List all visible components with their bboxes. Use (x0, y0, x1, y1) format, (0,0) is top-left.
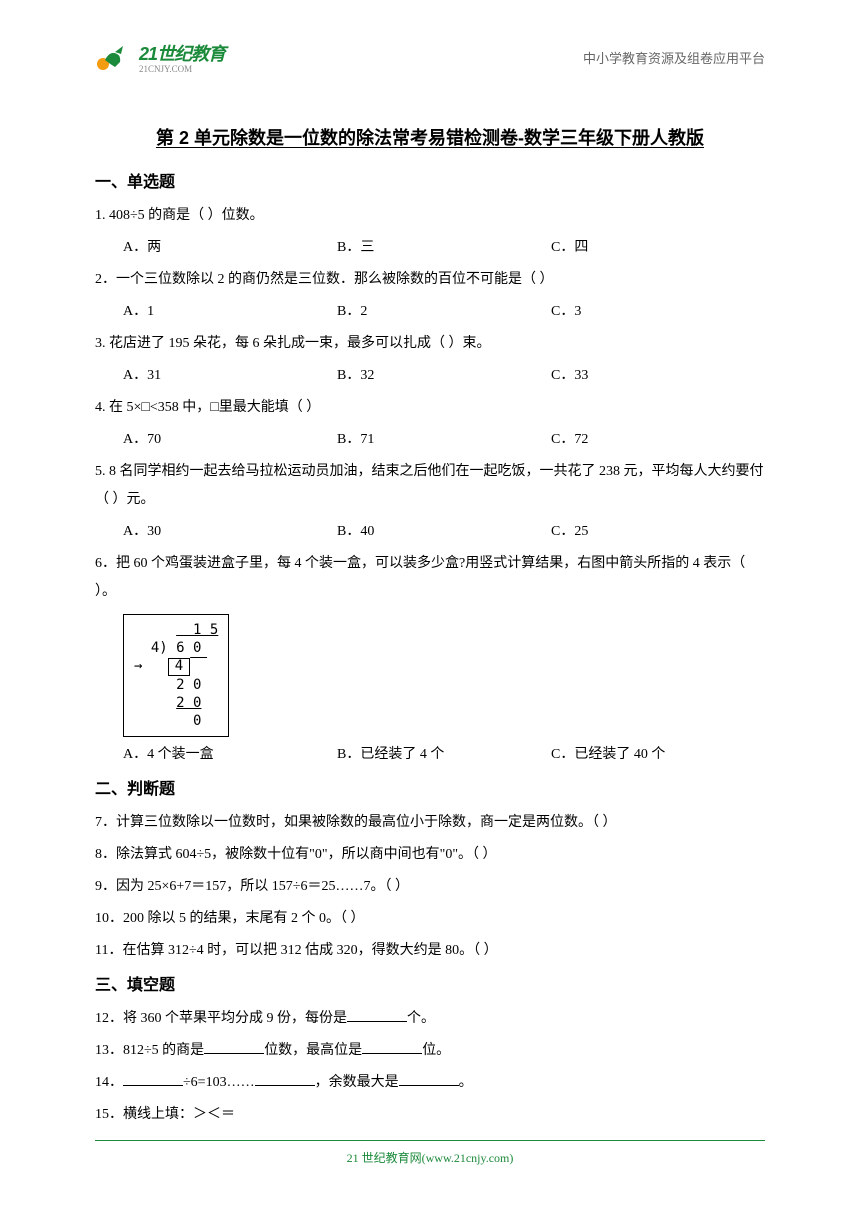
ld-step1-row: → 4 (134, 657, 218, 675)
question-1: 1. 408÷5 的商是（ ）位数。 (95, 202, 765, 230)
ld-dividend-row: 4) 6 0 (134, 639, 218, 657)
question-5-options: A．30 B．40 C．25 (95, 518, 765, 546)
blank-field (399, 1072, 459, 1086)
q1-option-b: B．三 (337, 234, 551, 262)
ld-boxed-4: 4 (168, 658, 190, 675)
logo-text-wrap: 21世纪教育 21CNJY.COM (139, 40, 225, 74)
ld-step4-row: 0 (134, 712, 218, 730)
question-6-options: A．4 个装一盒 B．已经装了 4 个 C．已经装了 40 个 (95, 741, 765, 769)
section-2-title: 二、判断题 (95, 775, 765, 799)
question-3-options: A．31 B．32 C．33 (95, 362, 765, 390)
arrow-icon: → (134, 657, 142, 675)
blank-field (347, 1008, 407, 1022)
q14-text-a: 14． (95, 1075, 123, 1090)
question-12: 12．将 360 个苹果平均分成 9 份，每份是 个。 (95, 1005, 765, 1033)
q6-option-a: A．4 个装一盒 (123, 741, 337, 769)
q13-text-b: 位数，最高位是 (264, 1043, 362, 1058)
q3-option-b: B．32 (337, 362, 551, 390)
question-13: 13．812÷5 的商是 位数，最高位是 位。 (95, 1037, 765, 1065)
ld-dividend: 6 0 (176, 640, 201, 656)
ld-divisor: 4) (151, 640, 168, 656)
question-11: 11．在估算 312÷4 时，可以把 312 估成 320，得数大约是 80。（… (95, 937, 765, 965)
q4-option-a: A．70 (123, 426, 337, 454)
logo-icon (95, 42, 133, 72)
blank-field (362, 1040, 422, 1054)
blank-field (204, 1040, 264, 1054)
page-title: 第 2 单元除数是一位数的除法常考易错检测卷-数学三年级下册人教版 (95, 124, 765, 150)
ld-quotient-val: 1 5 (176, 622, 218, 638)
question-6: 6．把 60 个鸡蛋装进盒子里，每 4 个装一盒，可以装多少盒?用竖式计算结果，… (95, 550, 765, 606)
q6-option-b: B．已经装了 4 个 (337, 741, 551, 769)
q6-option-c: C．已经装了 40 个 (551, 741, 765, 769)
ld-quotient: 1 5 (134, 621, 218, 639)
question-1-options: A．两 B．三 C．四 (95, 234, 765, 262)
q2-option-c: C．3 (551, 298, 765, 326)
q1-option-c: C．四 (551, 234, 765, 262)
question-4: 4. 在 5×□<358 中，□里最大能填（ ） (95, 394, 765, 422)
q14-text-d: 。 (459, 1075, 473, 1090)
q3-option-c: C．33 (551, 362, 765, 390)
q4-option-b: B．71 (337, 426, 551, 454)
ld-step3-row: 2 0 (134, 694, 218, 712)
question-3: 3. 花店进了 195 朵花，每 6 朵扎成一束，最多可以扎成（ ）束。 (95, 330, 765, 358)
header-right-text: 中小学教育资源及组卷应用平台 (583, 48, 765, 67)
logo-main-text: 21世纪教育 (139, 44, 225, 64)
q14-text-c: ，余数最大是 (315, 1075, 399, 1090)
page-header: 21世纪教育 21CNJY.COM 中小学教育资源及组卷应用平台 (0, 0, 860, 94)
section-1-title: 一、单选题 (95, 168, 765, 192)
logo-sub-text: 21CNJY.COM (139, 64, 225, 74)
q13-text-a: 13．812÷5 的商是 (95, 1043, 204, 1058)
content: 第 2 单元除数是一位数的除法常考易错检测卷-数学三年级下册人教版 一、单选题 … (0, 124, 860, 1129)
ld-step3: 2 0 (176, 695, 201, 711)
q14-text-b: ÷6=103…… (183, 1075, 255, 1090)
q5-option-b: B．40 (337, 518, 551, 546)
question-14: 14． ÷6=103…… ，余数最大是 。 (95, 1069, 765, 1097)
question-10: 10．200 除以 5 的结果，末尾有 2 个 0。（ ） (95, 905, 765, 933)
question-15: 15．横线上填：＞＜＝ (95, 1101, 765, 1129)
ld-step2: 2 0 (176, 677, 201, 693)
page-footer: 21 世纪教育网(www.21cnjy.com) (0, 1140, 860, 1166)
question-2: 2．一个三位数除以 2 的商仍然是三位数．那么被除数的百位不可能是（ ） (95, 266, 765, 294)
blank-field (255, 1072, 315, 1086)
section-3-title: 三、填空题 (95, 971, 765, 995)
q5-option-c: C．25 (551, 518, 765, 546)
q2-option-a: A．1 (123, 298, 337, 326)
ld-step4: 0 (193, 713, 201, 729)
footer-divider (95, 1140, 765, 1141)
q13-text-c: 位。 (422, 1043, 450, 1058)
long-division-figure: 1 5 4) 6 0 → 4 2 0 2 0 0 (123, 614, 229, 737)
question-5: 5. 8 名同学相约一起去给马拉松运动员加油，结束之后他们在一起吃饭，一共花了 … (95, 458, 765, 514)
q3-option-a: A．31 (123, 362, 337, 390)
question-8: 8．除法算式 604÷5，被除数十位有"0"，所以商中间也有"0"。（ ） (95, 841, 765, 869)
q12-text-b: 个。 (407, 1011, 435, 1026)
logo: 21世纪教育 21CNJY.COM (95, 40, 225, 74)
q2-option-b: B．2 (337, 298, 551, 326)
q4-option-c: C．72 (551, 426, 765, 454)
q1-option-a: A．两 (123, 234, 337, 262)
question-7: 7．计算三位数除以一位数时，如果被除数的最高位小于除数，商一定是两位数。（ ） (95, 809, 765, 837)
q12-text-a: 12．将 360 个苹果平均分成 9 份，每份是 (95, 1011, 347, 1026)
ld-step2-row: 2 0 (134, 676, 218, 694)
footer-text: 21 世纪教育网(www.21cnjy.com) (347, 1151, 514, 1165)
question-2-options: A．1 B．2 C．3 (95, 298, 765, 326)
blank-field (123, 1072, 183, 1086)
question-9: 9．因为 25×6+7＝157，所以 157÷6＝25……7。（ ） (95, 873, 765, 901)
question-4-options: A．70 B．71 C．72 (95, 426, 765, 454)
q5-option-a: A．30 (123, 518, 337, 546)
